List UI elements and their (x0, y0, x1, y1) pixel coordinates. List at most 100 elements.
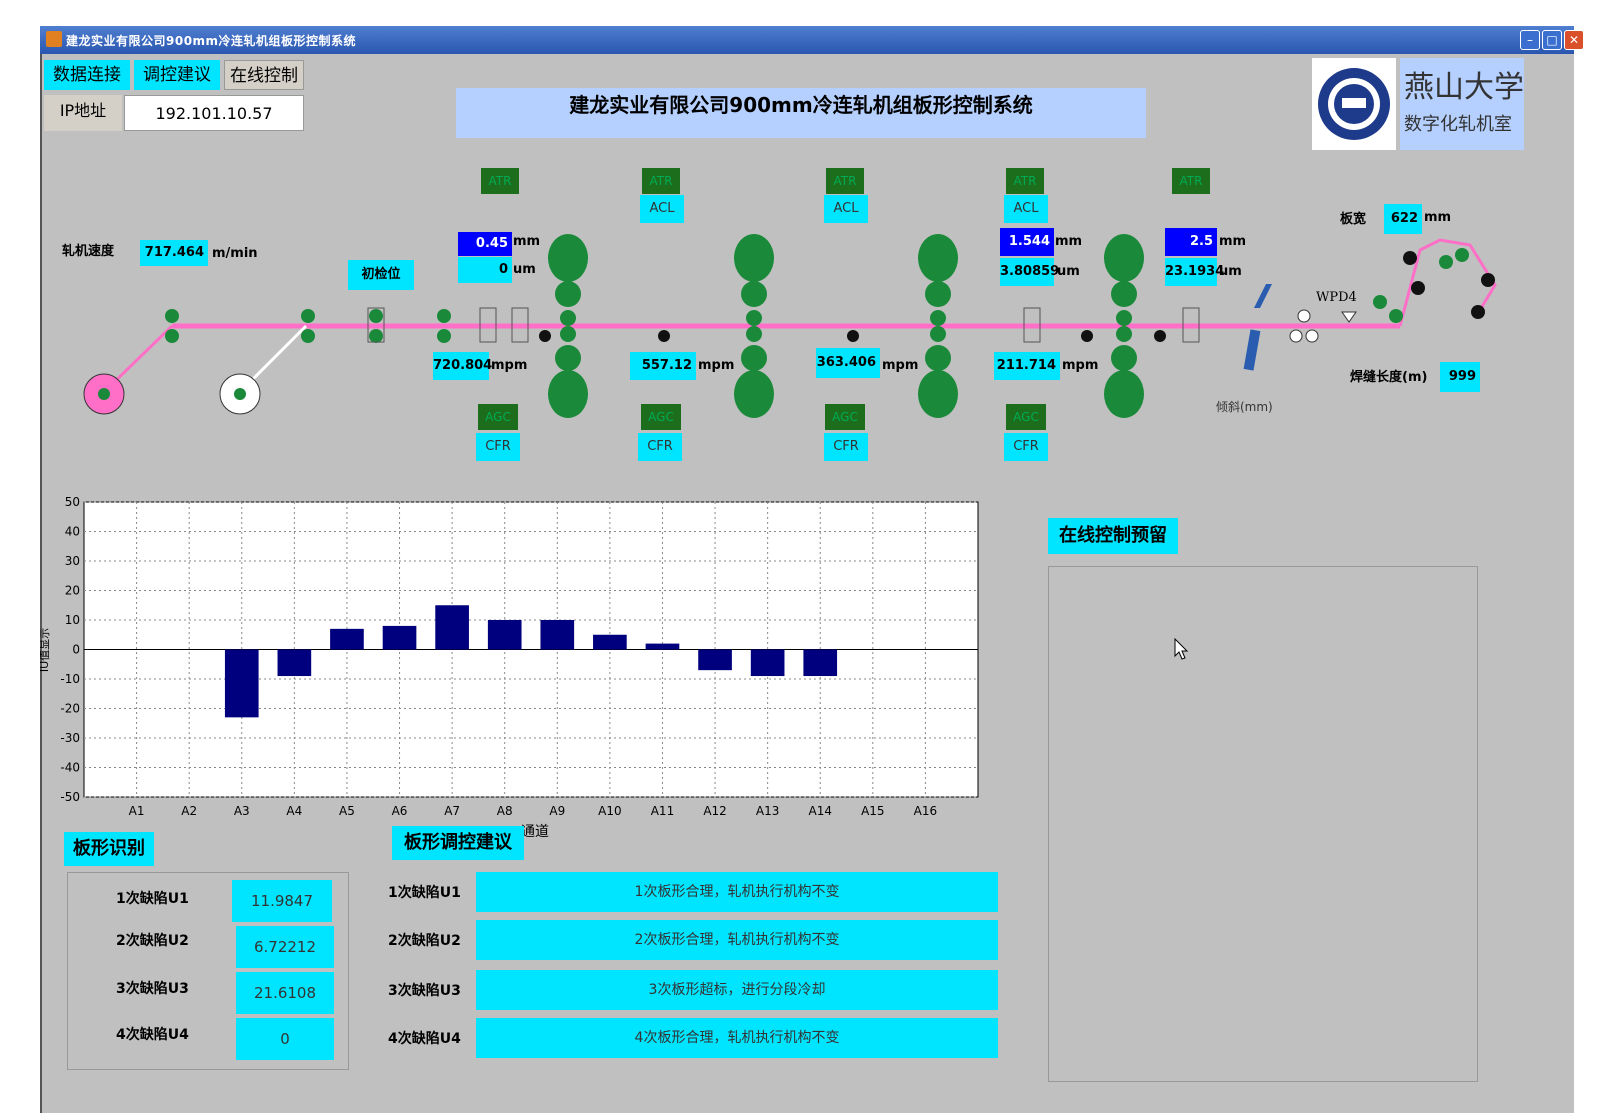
bar-A4 (277, 649, 312, 677)
x-tick-label: A9 (549, 804, 565, 818)
online-control-title: 在线控制预留 (1048, 518, 1178, 554)
speed-unit-mpm: mpm (698, 358, 735, 373)
stand-4-thickness: 0.45 (458, 232, 512, 256)
width-value: 622 (1384, 204, 1422, 234)
exit-dev: 23.1934 (1165, 258, 1224, 286)
stand-1-thickness: 1.544 (1000, 228, 1054, 256)
stand-1-atr[interactable]: ATR (1006, 168, 1044, 194)
bar-A5 (330, 628, 364, 650)
stand-3-atr[interactable]: ATR (642, 168, 680, 194)
bar-A3 (224, 649, 259, 718)
maximize-button[interactable]: □ (1542, 30, 1562, 50)
speed-unit: m/min (212, 246, 258, 261)
window-title: 建龙实业有限公司900mm冷连轧机组板形控制系统 (66, 34, 357, 48)
recognition-value-3: 21.6108 (236, 972, 334, 1014)
bar-A12 (698, 649, 732, 671)
stand-1-speed: 211.714 (994, 352, 1060, 380)
y-tick-label: -30 (60, 731, 80, 745)
x-tick-label: A11 (651, 804, 674, 818)
stand-2-acl[interactable]: ACL (824, 195, 868, 223)
thickness-unit: mm (1055, 234, 1083, 249)
tab-data-connection[interactable]: 数据连接 (44, 60, 130, 90)
x-tick-label: A15 (861, 804, 884, 818)
emblem-icon (1318, 68, 1390, 140)
recognition-panel (67, 872, 349, 1070)
university-logo (1312, 58, 1396, 150)
speed-unit-mpm: mpm (491, 358, 528, 373)
bar-A9 (540, 620, 575, 650)
bar-A8 (487, 620, 522, 650)
stand-1-cfr[interactable]: CFR (1004, 433, 1048, 461)
y-tick-label: 20 (65, 584, 80, 598)
width-label: 板宽 (1340, 212, 1367, 227)
y-tick-label: 40 (65, 525, 80, 539)
width-unit: mm (1424, 210, 1452, 225)
x-tick-label: A1 (129, 804, 145, 818)
stand-4-atr[interactable]: ATR (481, 168, 519, 194)
x-tick-label: A2 (181, 804, 197, 818)
minimize-button[interactable]: – (1520, 30, 1540, 50)
x-tick-label: A13 (756, 804, 779, 818)
recognition-value-2: 6.72212 (236, 926, 334, 968)
recognition-label-1: 1次缺陷U1 (116, 891, 189, 907)
stand-1-acl[interactable]: ACL (1004, 195, 1048, 223)
y-tick-label: 50 (65, 495, 80, 509)
stand-3-agc[interactable]: AGC (641, 404, 681, 430)
inspect-label: 初检位 (348, 260, 414, 290)
stand-3-acl[interactable]: ACL (640, 195, 684, 223)
recognition-value-1: 11.9847 (232, 880, 332, 922)
stand-4-cfr[interactable]: CFR (476, 433, 520, 461)
advice-label-3: 3次缺陷U3 (388, 983, 461, 999)
tab-control-advice[interactable]: 调控建议 (134, 60, 220, 90)
title-bar: 建龙实业有限公司900mm冷连轧机组板形控制系统 – □ ✕ (40, 26, 1584, 54)
app-icon (46, 31, 62, 47)
x-tick-label: A5 (339, 804, 355, 818)
advice-text-1: 1次板形合理，轧机执行机构不变 (476, 872, 998, 912)
x-tick-label: A14 (808, 804, 831, 818)
stand-2-agc[interactable]: AGC (825, 404, 865, 430)
bars (224, 605, 838, 718)
advice-label-4: 4次缺陷U4 (388, 1031, 461, 1047)
x-tick-label: A10 (598, 804, 621, 818)
lab-name: 数字化轧机室 (1404, 114, 1512, 135)
bar-A13 (750, 649, 785, 677)
y-tick-label: 30 (65, 554, 80, 568)
stand-4-speed: 720.804 (433, 352, 492, 380)
y-tick-label: -40 (60, 761, 80, 775)
bar-A10 (593, 634, 627, 650)
bar-A6 (382, 625, 417, 650)
dev-unit: um (1219, 264, 1242, 279)
y-ticks: 50 40 30 20 10 0 -10 -20 -30 -40 -50 (60, 495, 80, 804)
advice-text-2: 2次板形合理，轧机执行机构不变 (476, 920, 998, 960)
speed-value: 717.464 (140, 240, 208, 266)
recognition-label-2: 2次缺陷U2 (116, 933, 189, 949)
university-box: 燕山大学 数字化轧机室 (1400, 58, 1524, 150)
stand-4-agc[interactable]: AGC (478, 404, 518, 430)
ip-label: IP地址 (44, 95, 122, 131)
stand-3-cfr[interactable]: CFR (638, 433, 682, 461)
weld-label: 焊缝长度(m) (1350, 370, 1428, 385)
advice-text-4: 4次板形合理，轧机执行机构不变 (476, 1018, 998, 1058)
x-tick-label: A8 (497, 804, 513, 818)
y-tick-label: 10 (65, 613, 80, 627)
close-button[interactable]: ✕ (1564, 30, 1584, 50)
advice-title: 板形调控建议 (392, 826, 524, 860)
stand-1-agc[interactable]: AGC (1006, 404, 1046, 430)
y-axis-label: IU值显示 (40, 628, 51, 672)
recognition-label-3: 3次缺陷U3 (116, 981, 189, 997)
bar-A7 (435, 605, 469, 650)
stand-2-atr[interactable]: ATR (826, 168, 864, 194)
stand-4-dev: 0 (458, 257, 512, 283)
x-ticks: A1 A2 A3 A4 A5 A6 A7 A8 A9 A10 A11 A12 A13 A14 A15 A16 (129, 804, 937, 818)
x-tick-label: A6 (392, 804, 408, 818)
online-control-panel (1048, 566, 1478, 1082)
stand-2-cfr[interactable]: CFR (824, 433, 868, 461)
tab-online-control[interactable]: 在线控制 (224, 60, 304, 90)
ip-input[interactable]: 192.101.10.57 (124, 95, 304, 131)
speed-unit-mpm: mpm (1062, 358, 1099, 373)
exit-atr[interactable]: ATR (1172, 168, 1210, 194)
page-title: 建龙实业有限公司900mm冷连轧机组板形控制系统 (456, 88, 1146, 138)
y-tick-label: -20 (60, 702, 80, 716)
bar-A14 (803, 649, 838, 677)
recognition-value-4: 0 (236, 1018, 334, 1060)
